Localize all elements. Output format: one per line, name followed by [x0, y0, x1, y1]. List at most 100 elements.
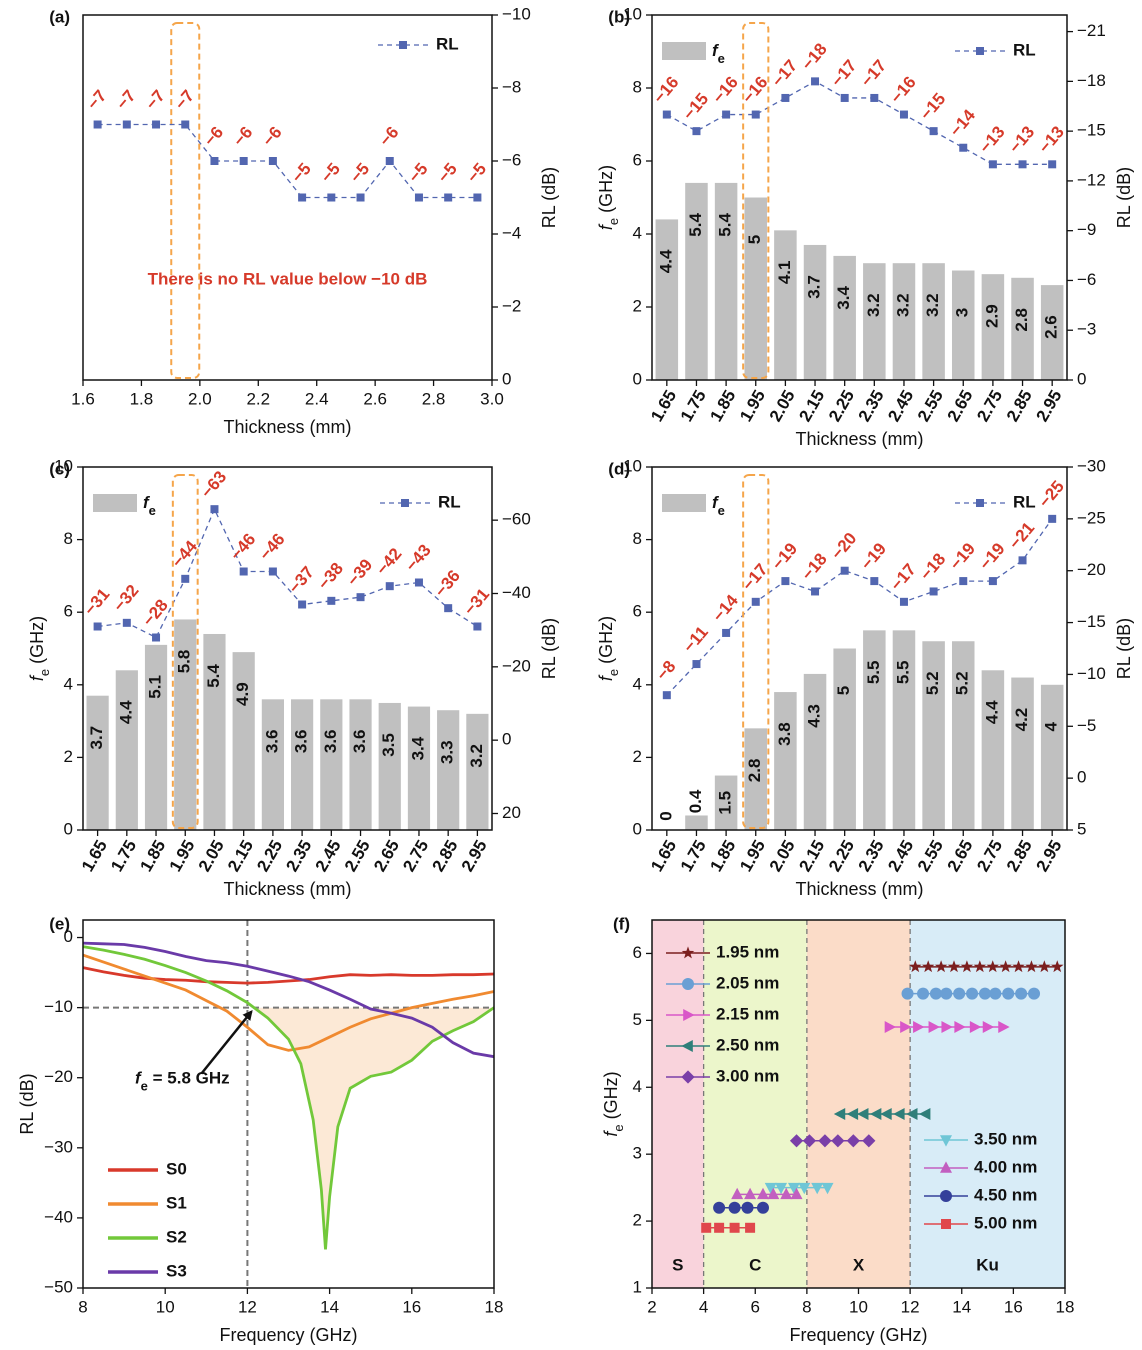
bar-value-label: 1.5	[716, 791, 735, 815]
x-tick-label: 1.85	[706, 387, 739, 425]
marker	[999, 960, 1012, 973]
marker	[681, 1070, 695, 1084]
marker	[745, 1222, 756, 1233]
x-tick-label: 2.15	[795, 387, 828, 425]
bar	[378, 702, 401, 830]
bar-value-label: 4.4	[116, 700, 135, 724]
data-label: −7	[171, 86, 198, 113]
band	[910, 920, 1065, 1288]
marker	[959, 143, 968, 152]
x-tick-label: 2.55	[914, 387, 947, 425]
x-tick-label: 1.85	[136, 837, 169, 875]
x-tick-label: 2.35	[855, 837, 888, 875]
x-tick-label: 10	[849, 1297, 868, 1316]
marker	[181, 574, 190, 583]
marker	[781, 93, 790, 102]
bar-value-label: 3.3	[438, 740, 457, 764]
bar-value-label: 3.6	[350, 729, 369, 753]
bar-value-label: 3.6	[321, 729, 340, 753]
y-tick-label: 4	[633, 674, 642, 693]
legend-swatch	[93, 494, 137, 512]
y-tick-label: 4	[633, 223, 642, 242]
y-tick-label: 4	[64, 674, 73, 693]
marker	[729, 1222, 740, 1233]
marker	[906, 1108, 918, 1121]
marker	[327, 596, 336, 605]
legend-label: 2.15 nm	[716, 1004, 779, 1023]
marker	[954, 1021, 966, 1034]
x-axis-label: Thickness (mm)	[223, 879, 351, 899]
bar	[981, 274, 1005, 380]
marker	[840, 566, 849, 575]
data-label: −5	[434, 159, 461, 186]
bar	[115, 670, 138, 830]
data-label: −21	[1005, 519, 1038, 553]
series-line	[97, 507, 478, 639]
data-label: −5	[405, 159, 432, 186]
legend-label: fe	[712, 41, 725, 65]
marker	[713, 1201, 726, 1214]
x-tick-label: 2.75	[399, 837, 432, 875]
y-axis-label-symbol: f	[601, 1130, 621, 1137]
y-tick-label: −15	[1077, 121, 1106, 140]
data-label: −31	[80, 585, 113, 619]
legend-label-subscript: e	[718, 51, 725, 66]
marker	[741, 1201, 754, 1214]
x-tick-label: 12	[901, 1297, 920, 1316]
marker	[298, 193, 307, 202]
x-tick-label: 2.25	[825, 387, 858, 425]
bar	[744, 728, 768, 830]
bar-value-label: 3.8	[775, 722, 794, 746]
legend-label: 4.50 nm	[974, 1185, 1037, 1204]
data-label: −46	[256, 530, 289, 564]
marker	[714, 1222, 725, 1233]
x-tick-label: 1.95	[736, 387, 769, 425]
y-tick-label: 0	[64, 927, 73, 946]
data-label: −5	[317, 159, 344, 186]
x-tick-label: 1.75	[107, 837, 140, 875]
y-tick-label: 0	[64, 819, 73, 838]
x-tick-label: 2	[647, 1297, 656, 1316]
marker	[444, 193, 453, 202]
marker	[731, 1187, 744, 1200]
marker	[744, 1187, 757, 1200]
data-label: −15	[916, 89, 949, 123]
marker	[917, 987, 930, 1000]
y-tick-label: −20	[502, 656, 531, 675]
bar-value-label: 5	[745, 235, 764, 244]
x-tick-label: 2.65	[944, 837, 977, 875]
data-label: −25	[1035, 477, 1068, 511]
marker	[988, 160, 997, 169]
y-tick-label: −18	[1077, 71, 1106, 90]
marker	[909, 960, 922, 973]
marker	[947, 960, 961, 973]
marker	[682, 978, 694, 990]
y-tick-label: −12	[1077, 170, 1106, 189]
legend-label: 2.05 nm	[716, 973, 779, 992]
x-axis-label: Thickness (mm)	[795, 429, 923, 449]
marker	[913, 1021, 925, 1034]
y2-axis-label: RL (dB)	[1114, 167, 1134, 228]
y-tick-label: 2	[633, 1211, 642, 1230]
x-tick-label: 1.95	[166, 837, 199, 875]
bar-value-label: 3.2	[864, 293, 883, 317]
marker	[473, 622, 482, 631]
y-axis-label-text: (GHz)	[596, 616, 616, 669]
bar-value-label: 3.5	[379, 733, 398, 757]
y-tick-label: 1	[633, 1277, 642, 1296]
marker	[1048, 160, 1057, 169]
panel-label: (b)	[608, 7, 630, 26]
marker	[857, 1108, 869, 1121]
x-tick-label: 1.75	[677, 387, 710, 425]
series-line	[82, 953, 495, 1052]
panel-label: (e)	[49, 914, 70, 933]
y-tick-label: −40	[44, 1207, 73, 1226]
series-line	[666, 518, 1053, 696]
marker	[940, 1190, 952, 1202]
y-axis-label: fe (GHz)	[601, 1071, 626, 1136]
legend-label-symbol: f	[712, 493, 720, 512]
bar-value-label: 0	[656, 811, 675, 820]
y-tick-label: −15	[1077, 612, 1106, 631]
data-label: −46	[226, 530, 259, 564]
plot-frame	[651, 466, 1068, 831]
